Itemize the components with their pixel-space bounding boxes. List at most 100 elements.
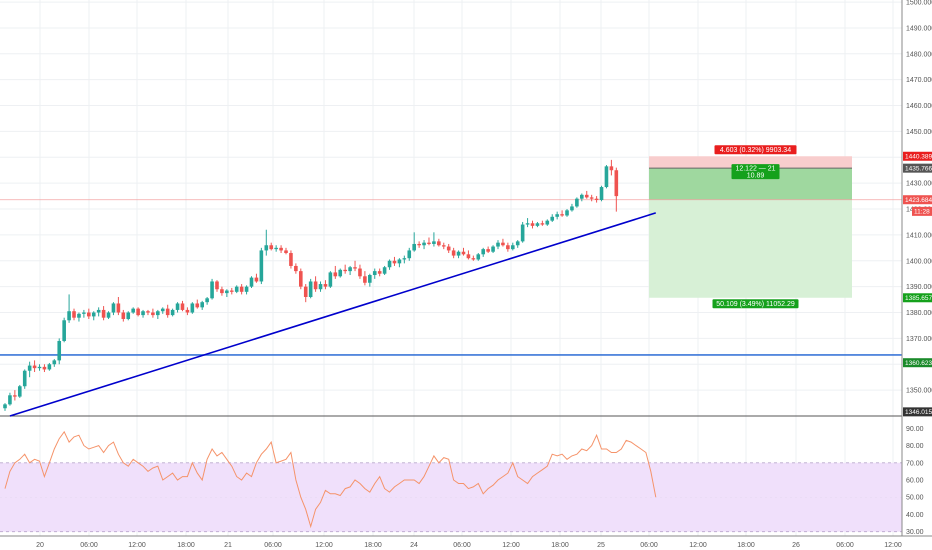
candle[interactable] (274, 245, 278, 252)
candle[interactable] (604, 165, 609, 189)
candle[interactable] (437, 238, 441, 247)
candle[interactable] (96, 307, 101, 317)
candle[interactable] (239, 284, 244, 295)
candle[interactable] (269, 242, 274, 251)
candle[interactable] (57, 338, 62, 365)
candle[interactable] (254, 273, 259, 283)
candle[interactable] (22, 369, 27, 389)
candle[interactable] (229, 287, 234, 295)
candle[interactable] (422, 240, 426, 250)
candle[interactable] (575, 197, 579, 208)
candle[interactable] (358, 264, 362, 279)
candle[interactable] (156, 309, 160, 319)
candle[interactable] (481, 247, 486, 257)
candle[interactable] (565, 209, 569, 217)
candle[interactable] (560, 210, 564, 217)
candle[interactable] (215, 280, 219, 292)
candle[interactable] (13, 390, 17, 401)
candle[interactable] (432, 232, 436, 247)
candle[interactable] (402, 255, 407, 264)
candle[interactable] (520, 221, 525, 243)
candle[interactable] (37, 364, 42, 371)
candle[interactable] (87, 308, 91, 319)
candle[interactable] (510, 242, 515, 251)
candle[interactable] (353, 260, 357, 272)
candle[interactable] (244, 285, 249, 295)
candle[interactable] (160, 307, 165, 314)
rsi-indicator-pane[interactable] (0, 430, 902, 533)
candle[interactable] (136, 307, 140, 317)
candle[interactable] (446, 243, 451, 254)
candle[interactable] (146, 309, 150, 316)
time-axis[interactable]: 20 06:00 12:00 18:00 21 06:00 12:00 18:00 24 06:0… (0, 535, 932, 549)
candle[interactable] (77, 312, 81, 322)
candle[interactable] (299, 268, 303, 290)
candle[interactable] (515, 240, 520, 248)
candle[interactable] (441, 242, 446, 250)
candle[interactable] (308, 278, 313, 299)
candle[interactable] (328, 271, 333, 288)
candle[interactable] (397, 258, 402, 268)
candle[interactable] (466, 250, 471, 260)
candle[interactable] (570, 203, 574, 212)
candle[interactable] (348, 265, 352, 276)
candle[interactable] (368, 273, 372, 287)
drawing-tools[interactable] (9, 212, 656, 417)
candle[interactable] (279, 245, 283, 254)
candle[interactable] (555, 211, 559, 220)
candle[interactable] (259, 247, 264, 285)
candle[interactable] (550, 214, 555, 222)
candle[interactable] (170, 308, 175, 317)
candle[interactable] (338, 268, 343, 278)
candle[interactable] (220, 286, 224, 296)
candle[interactable] (589, 194, 594, 202)
candle[interactable] (32, 360, 37, 373)
candle[interactable] (530, 220, 535, 229)
position-zones[interactable] (649, 156, 852, 298)
candle[interactable] (303, 284, 308, 303)
candle[interactable] (8, 392, 12, 406)
candle[interactable] (72, 308, 76, 321)
candlestick-series[interactable] (3, 159, 619, 411)
candle[interactable] (82, 309, 86, 318)
candle[interactable] (501, 238, 505, 247)
candle[interactable] (387, 259, 392, 270)
risk-zone[interactable] (649, 156, 852, 169)
candle[interactable] (264, 229, 269, 256)
candle[interactable] (106, 311, 111, 319)
trendline-ascending[interactable] (9, 212, 656, 417)
candle[interactable] (91, 311, 96, 321)
candle[interactable] (121, 309, 126, 322)
candle[interactable] (382, 265, 387, 276)
candle[interactable] (200, 300, 204, 310)
candle[interactable] (126, 311, 131, 321)
candle[interactable] (545, 219, 550, 226)
candle[interactable] (496, 240, 500, 250)
candle[interactable] (599, 185, 604, 202)
candle[interactable] (609, 159, 614, 176)
candle[interactable] (175, 302, 180, 313)
candle[interactable] (111, 302, 116, 316)
candle[interactable] (249, 276, 254, 288)
candle[interactable] (27, 361, 32, 378)
candle[interactable] (190, 302, 195, 314)
candle[interactable] (471, 255, 476, 261)
candle[interactable] (210, 278, 214, 300)
candle[interactable] (323, 280, 328, 290)
candle[interactable] (580, 193, 584, 202)
candle[interactable] (486, 246, 490, 254)
candle[interactable] (131, 307, 135, 314)
candle[interactable] (407, 247, 412, 261)
candle[interactable] (506, 242, 510, 252)
candle[interactable] (234, 285, 239, 294)
candle[interactable] (313, 276, 318, 292)
candle[interactable] (284, 247, 288, 255)
candle[interactable] (116, 296, 121, 316)
candle[interactable] (584, 190, 589, 199)
candle[interactable] (205, 296, 209, 305)
candle[interactable] (52, 359, 57, 367)
candle[interactable] (461, 247, 466, 256)
candle[interactable] (614, 167, 619, 212)
candle[interactable] (491, 245, 495, 254)
